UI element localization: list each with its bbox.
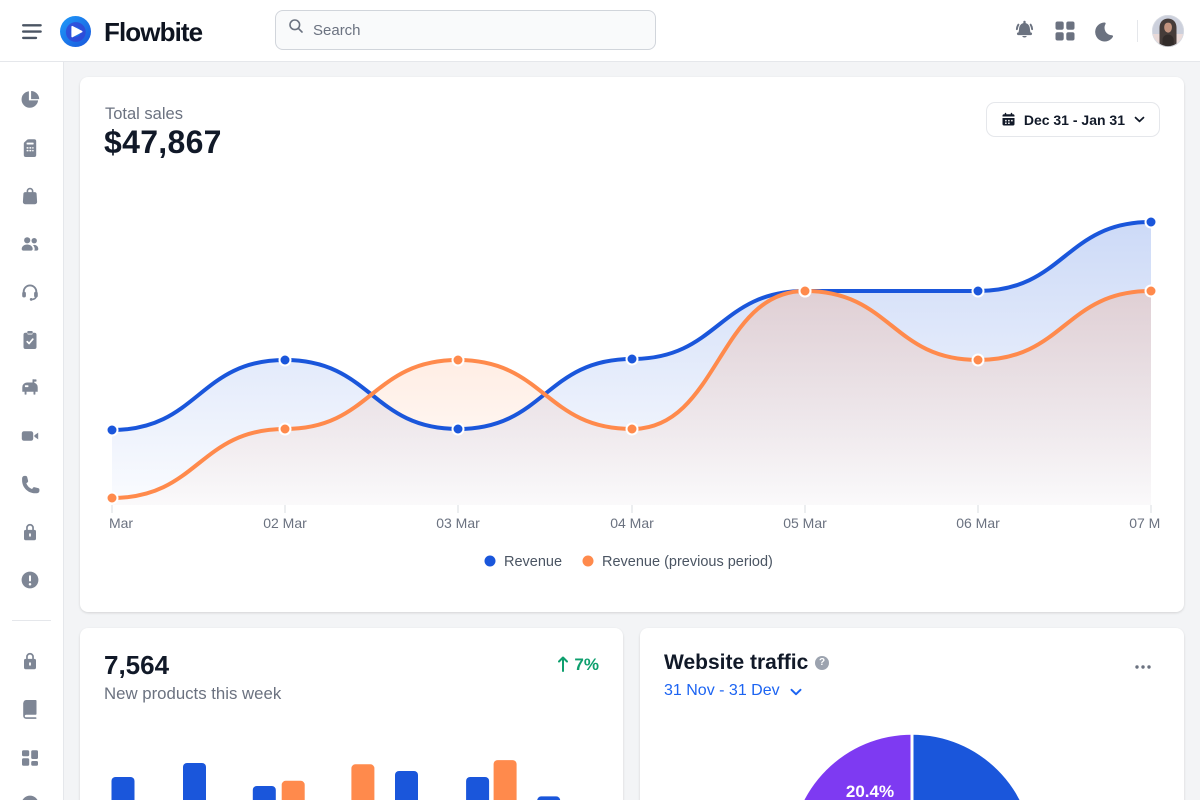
svg-text:07 Mar: 07 Mar bbox=[1129, 515, 1173, 531]
svg-text:Revenue (previous period): Revenue (previous period) bbox=[602, 554, 773, 570]
svg-text:05 Mar: 05 Mar bbox=[783, 515, 827, 531]
svg-text:20.4%: 20.4% bbox=[846, 782, 894, 800]
svg-text:06 Mar: 06 Mar bbox=[956, 515, 1000, 531]
svg-text:02 Mar: 02 Mar bbox=[263, 515, 307, 531]
svg-text:Mar: Mar bbox=[109, 515, 133, 531]
svg-text:04 Mar: 04 Mar bbox=[610, 515, 654, 531]
svg-text:03 Mar: 03 Mar bbox=[436, 515, 480, 531]
svg-text:Revenue: Revenue bbox=[504, 554, 562, 570]
